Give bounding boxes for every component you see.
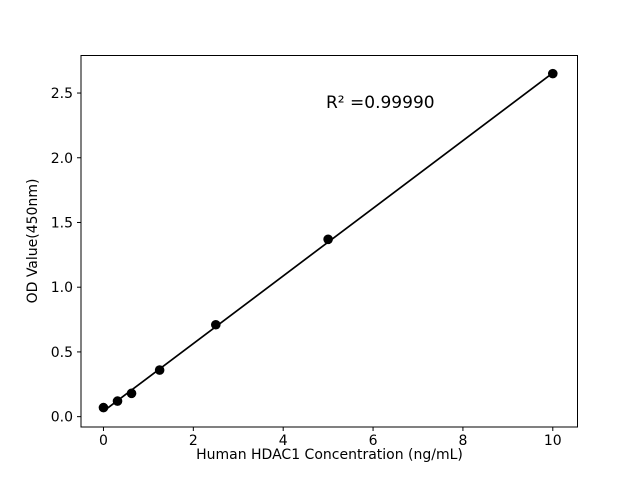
data-point [210,319,221,330]
y-tick-label: 0.5 [51,345,73,361]
x-axis-label: Human HDAC1 Concentration (ng/mL) [196,447,463,463]
data-point [98,402,109,413]
data-point [323,234,333,245]
data-point [126,388,137,399]
x-tick-label: 8 [458,433,467,449]
x-tick-label: 2 [189,433,198,449]
data-point [154,365,165,375]
y-tick-label: 2.0 [51,151,73,167]
y-tick-label: 1.5 [51,215,73,231]
y-tick-label: 1.0 [51,280,73,296]
data-point [547,68,558,79]
x-tick-label: 6 [369,433,378,449]
axes-frame [80,55,578,428]
x-tick-label: 4 [279,433,288,449]
r-squared-annotation: R² =0.99990 [326,93,435,113]
y-axis-label: OD Value(450nm) [25,178,41,304]
x-tick-label: 10 [544,433,562,449]
data-point [112,396,123,406]
x-tick-label: 0 [99,433,108,449]
y-tick-label: 2.5 [51,86,73,102]
y-tick-label: 0.0 [51,410,73,426]
